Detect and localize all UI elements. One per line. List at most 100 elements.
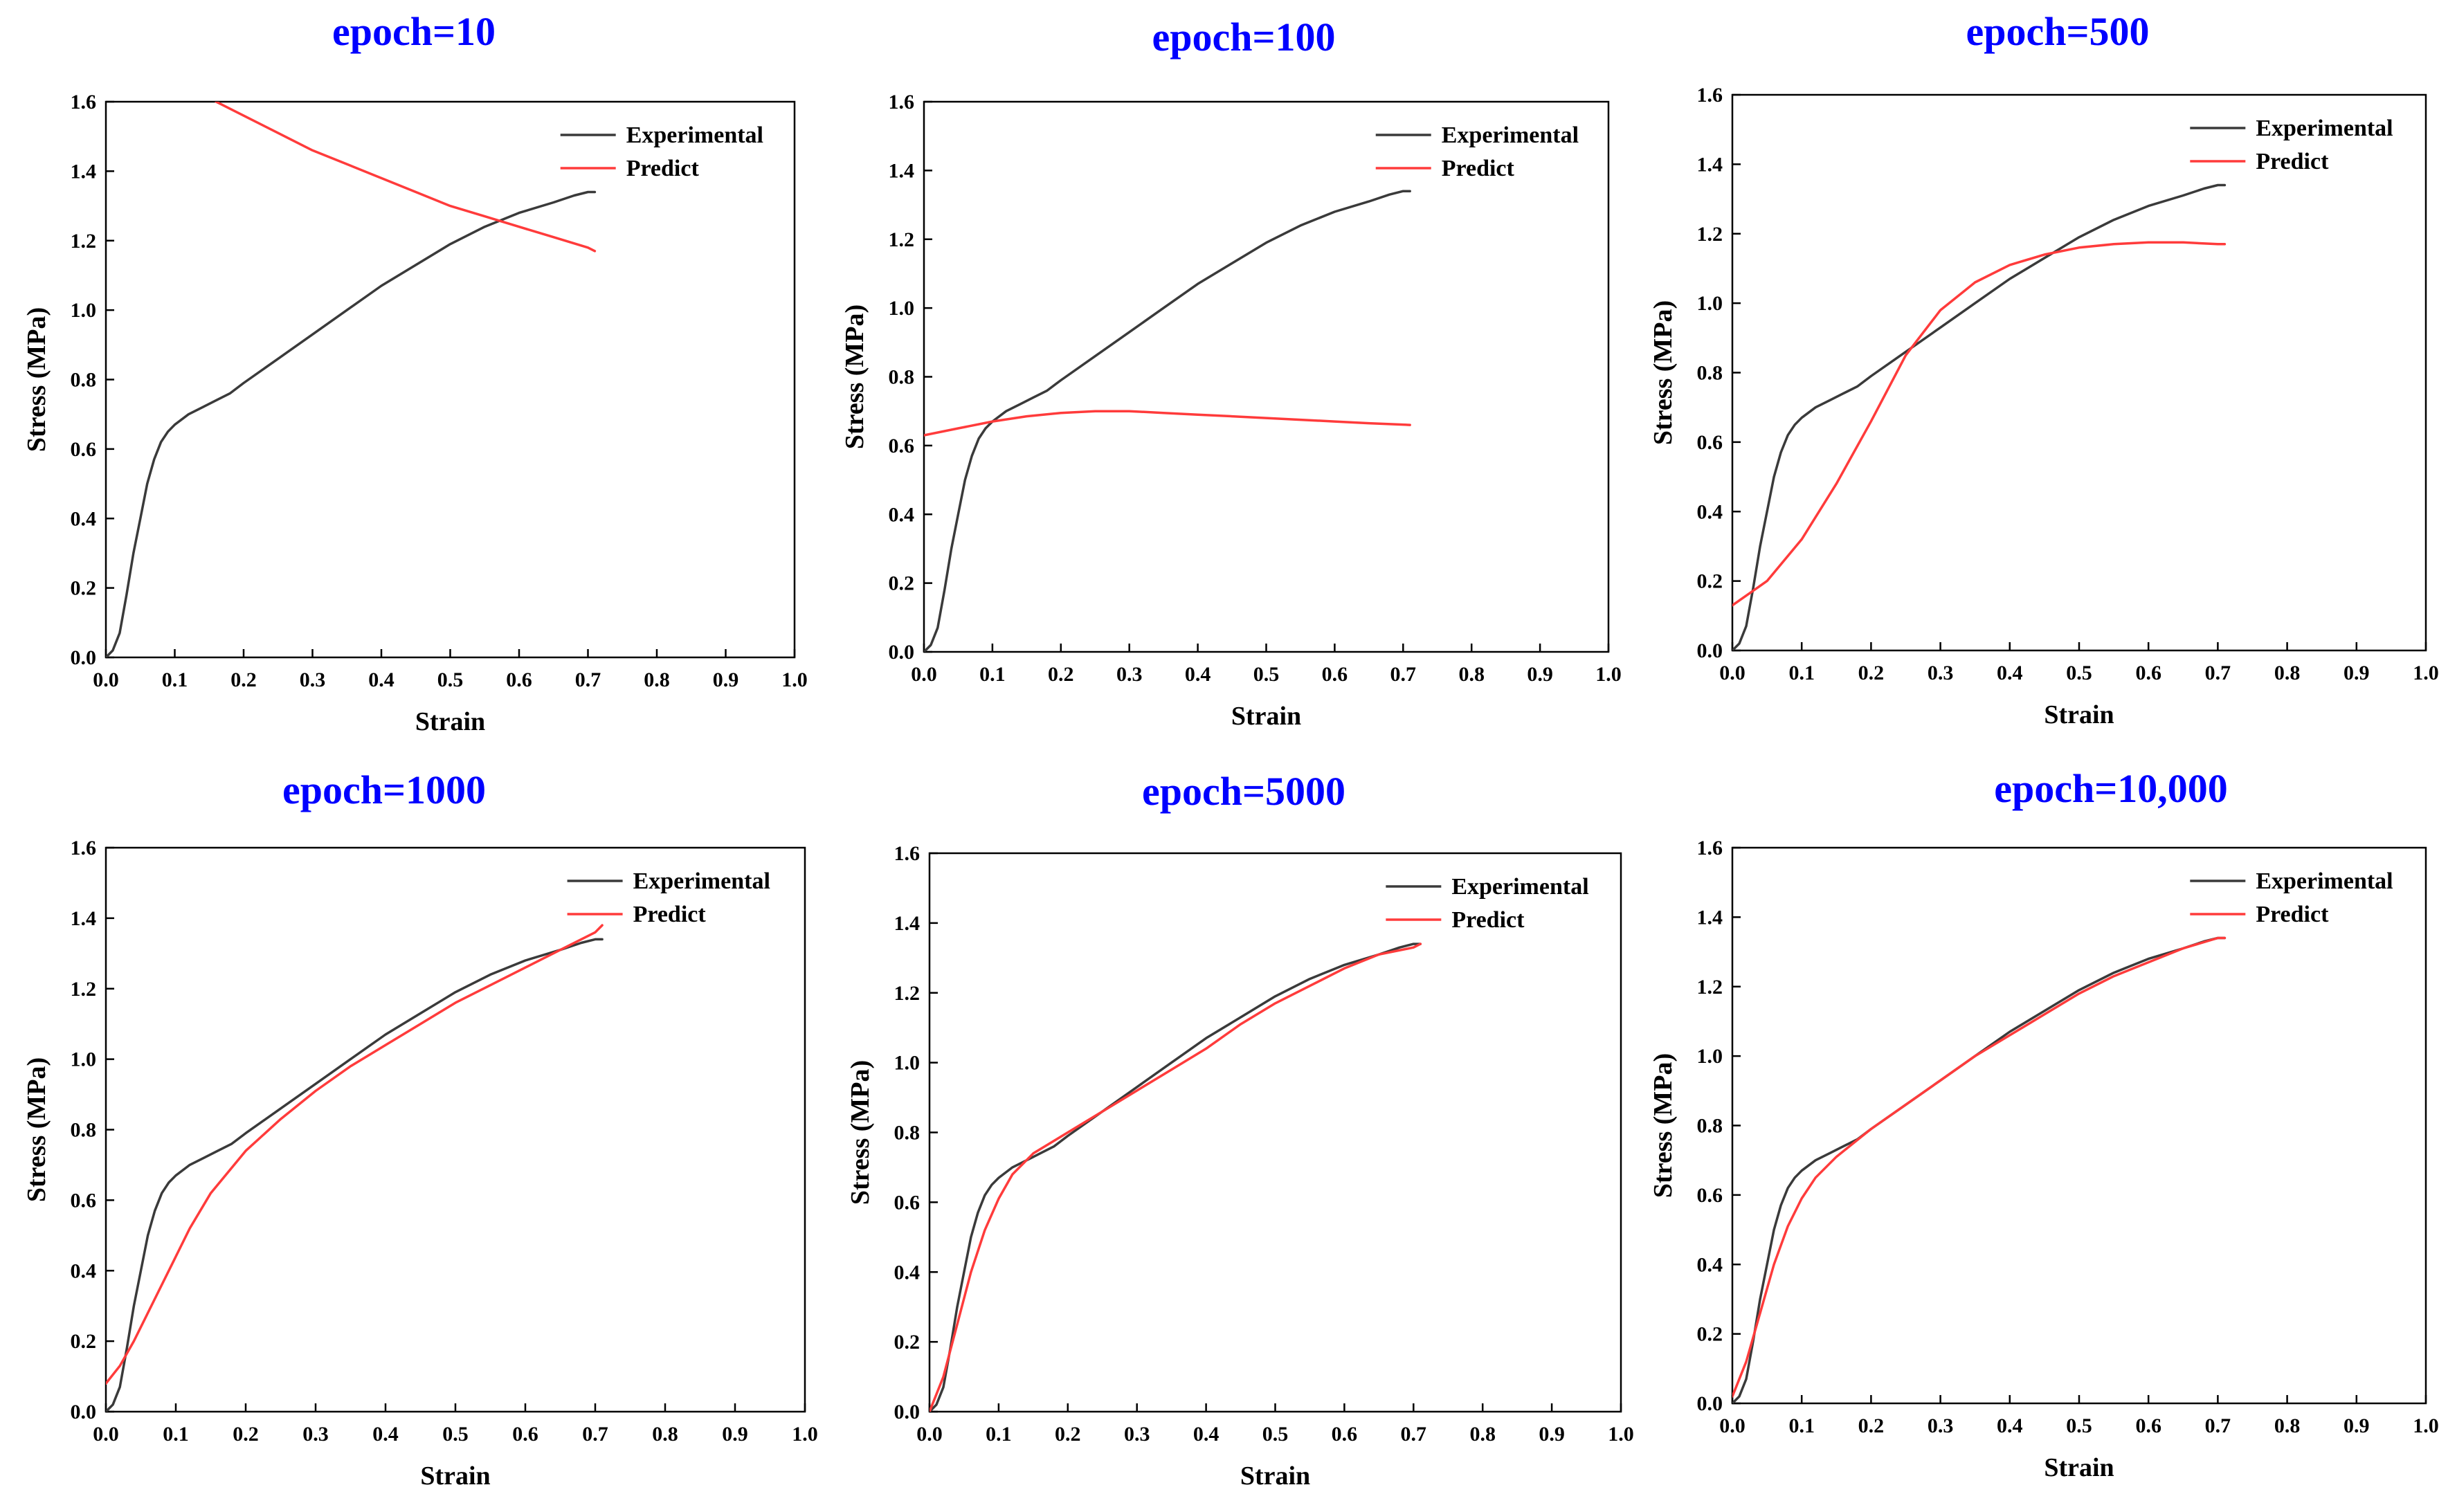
chart-svg: 0.0 0.1 0.2 0.3 0.4 0.5 0.6 0.7 0.8 0.9 1.0 0.0 0.2 0…	[22, 91, 808, 736]
series-line-experimental	[924, 190, 1411, 652]
x-tick-label: 0.8	[1458, 663, 1485, 686]
x-tick-label: 0.6	[2135, 662, 2161, 684]
chart-svg: 0.0 0.1 0.2 0.3 0.4 0.5 0.6 0.7 0.8 0.9 1.0 0.0 0.2 0…	[840, 91, 1622, 731]
chart-title: epoch=10	[332, 9, 496, 54]
y-tick-label: 1.0	[894, 1052, 921, 1075]
x-tick-label: 0.6	[512, 1423, 538, 1446]
x-tick-label: 0.4	[1193, 1423, 1220, 1446]
x-tick-label: 0.3	[302, 1423, 329, 1446]
y-tick-label: 1.2	[71, 978, 97, 1001]
chart-panel-epoch-1000: 0.0 0.1 0.2 0.3 0.4 0.5 0.6 0.7 0.8 0.9 1.0 0.0 0.2 0…	[2, 820, 840, 1509]
chart-panel-epoch-10000: 0.0 0.1 0.2 0.3 0.4 0.5 0.6 0.7 0.8 0.9 1.0 0.0 0.2 0…	[1629, 820, 2457, 1500]
x-tick-label: 0.9	[722, 1423, 748, 1446]
x-axis-label: Strain	[1240, 1461, 1310, 1491]
y-tick-label: 1.6	[71, 837, 97, 859]
chart-title: epoch=500	[1966, 9, 2150, 54]
y-tick-label: 0.6	[1697, 431, 1723, 454]
legend-label-experimental: Experimental	[2256, 116, 2393, 141]
y-axis-label: Stress (MPa)	[840, 304, 869, 449]
x-tick-label: 1.0	[1608, 1423, 1634, 1446]
y-tick-label: 0.2	[1697, 570, 1723, 593]
x-tick-label: 0.6	[1332, 1423, 1358, 1446]
x-tick-label: 0.5	[442, 1423, 469, 1446]
chart-svg: 0.0 0.1 0.2 0.3 0.4 0.5 0.6 0.7 0.8 0.9 1.0 0.0 0.2 0…	[1649, 837, 2439, 1482]
legend-label-predict: Predict	[2256, 902, 2329, 927]
y-tick-label: 1.4	[894, 912, 921, 935]
chart-panel-epoch-10: 0.0 0.1 0.2 0.3 0.4 0.5 0.6 0.7 0.8 0.9 1.0 0.0 0.2 0…	[2, 74, 829, 754]
x-tick-label: 0.2	[1858, 1414, 1885, 1437]
y-tick-label: 1.0	[71, 299, 97, 322]
y-axis-label: Stress (MPa)	[846, 1060, 875, 1205]
x-tick-label: 0.8	[644, 668, 670, 691]
y-tick-label: 0.4	[71, 1259, 97, 1282]
y-tick-label: 0.0	[1697, 1392, 1723, 1415]
x-tick-label: 0.9	[1539, 1423, 1565, 1446]
series-line-predict	[930, 942, 1422, 1412]
x-tick-label: 0.7	[2205, 1414, 2231, 1437]
y-tick-label: 0.4	[889, 503, 915, 526]
x-tick-label: 0.5	[1253, 663, 1280, 686]
x-tick-label: 0.4	[368, 668, 395, 691]
chart-panel-epoch-100: 0.0 0.1 0.2 0.3 0.4 0.5 0.6 0.7 0.8 0.9 1.0 0.0 0.2 0…	[820, 74, 1643, 749]
y-tick-label: 0.0	[889, 641, 915, 664]
x-tick-label: 0.0	[916, 1423, 943, 1446]
x-tick-label: 0.2	[233, 1423, 259, 1446]
plot-frame	[1731, 846, 2427, 1405]
y-tick-label: 0.6	[1697, 1184, 1723, 1207]
y-tick-label: 0.8	[894, 1122, 921, 1145]
x-tick-label: 0.0	[93, 1423, 119, 1446]
x-tick-label: 0.3	[1928, 662, 1954, 684]
x-tick-label: 0.9	[1527, 663, 1553, 686]
y-tick-label: 0.6	[889, 435, 915, 457]
plot-frame	[923, 100, 1610, 653]
x-tick-label: 0.9	[2343, 662, 2370, 684]
legend-label-predict: Predict	[2256, 149, 2329, 174]
legend-label-predict: Predict	[633, 902, 707, 927]
series-line-predict	[106, 924, 604, 1385]
y-tick-label: 0.2	[894, 1331, 921, 1354]
x-tick-label: 0.8	[1469, 1423, 1496, 1446]
legend-label-experimental: Experimental	[1451, 874, 1588, 900]
y-tick-label: 1.6	[1697, 84, 1723, 107]
x-tick-label: 0.4	[1997, 1414, 2023, 1437]
y-tick-label: 0.6	[894, 1191, 921, 1214]
x-tick-label: 1.0	[1595, 663, 1622, 686]
legend-label-experimental: Experimental	[2256, 868, 2393, 894]
x-axis-label: Strain	[420, 1461, 490, 1491]
series-line-predict	[215, 102, 597, 253]
y-tick-label: 0.2	[889, 572, 915, 595]
y-tick-label: 1.0	[71, 1048, 97, 1071]
x-tick-label: 0.3	[1124, 1423, 1150, 1446]
x-tick-label: 0.0	[1719, 662, 1746, 684]
x-tick-label: 0.7	[1390, 663, 1417, 686]
legend-label-predict: Predict	[1442, 156, 1515, 181]
y-tick-label: 1.4	[71, 160, 97, 183]
x-tick-label: 0.1	[163, 1423, 189, 1446]
x-tick-label: 0.5	[1262, 1423, 1289, 1446]
chart-panel-epoch-5000: 0.0 0.1 0.2 0.3 0.4 0.5 0.6 0.7 0.8 0.9 1.0 0.0 0.2 0…	[826, 826, 1656, 1509]
legend-label-experimental: Experimental	[626, 122, 763, 148]
x-tick-label: 0.1	[162, 668, 188, 691]
x-axis-label: Strain	[415, 707, 485, 736]
chart-svg: 0.0 0.1 0.2 0.3 0.4 0.5 0.6 0.7 0.8 0.9 1.0 0.0 0.2 0…	[1649, 84, 2439, 729]
x-tick-label: 0.9	[713, 668, 739, 691]
y-axis-label: Stress (MPa)	[22, 307, 51, 452]
x-tick-label: 0.6	[506, 668, 532, 691]
x-tick-label: 0.0	[1719, 1414, 1746, 1437]
y-tick-label: 1.2	[1697, 976, 1723, 999]
plot-frame	[105, 100, 796, 659]
series-line-experimental	[1732, 936, 2227, 1403]
x-tick-label: 0.4	[1997, 662, 2023, 684]
x-tick-label: 0.1	[986, 1423, 1012, 1446]
x-axis-label: Strain	[2044, 1453, 2114, 1482]
x-tick-label: 0.3	[300, 668, 326, 691]
y-axis-label: Stress (MPa)	[1649, 1053, 1678, 1198]
y-tick-label: 0.2	[1697, 1323, 1723, 1346]
x-tick-label: 1.0	[792, 1423, 818, 1446]
y-axis-label: Stress (MPa)	[1649, 300, 1678, 445]
chart-title: epoch=1000	[282, 767, 487, 812]
x-tick-label: 0.5	[2066, 1414, 2092, 1437]
x-tick-label: 1.0	[781, 668, 808, 691]
y-tick-label: 1.0	[1697, 292, 1723, 315]
chart-title: epoch=5000	[1141, 769, 1346, 814]
